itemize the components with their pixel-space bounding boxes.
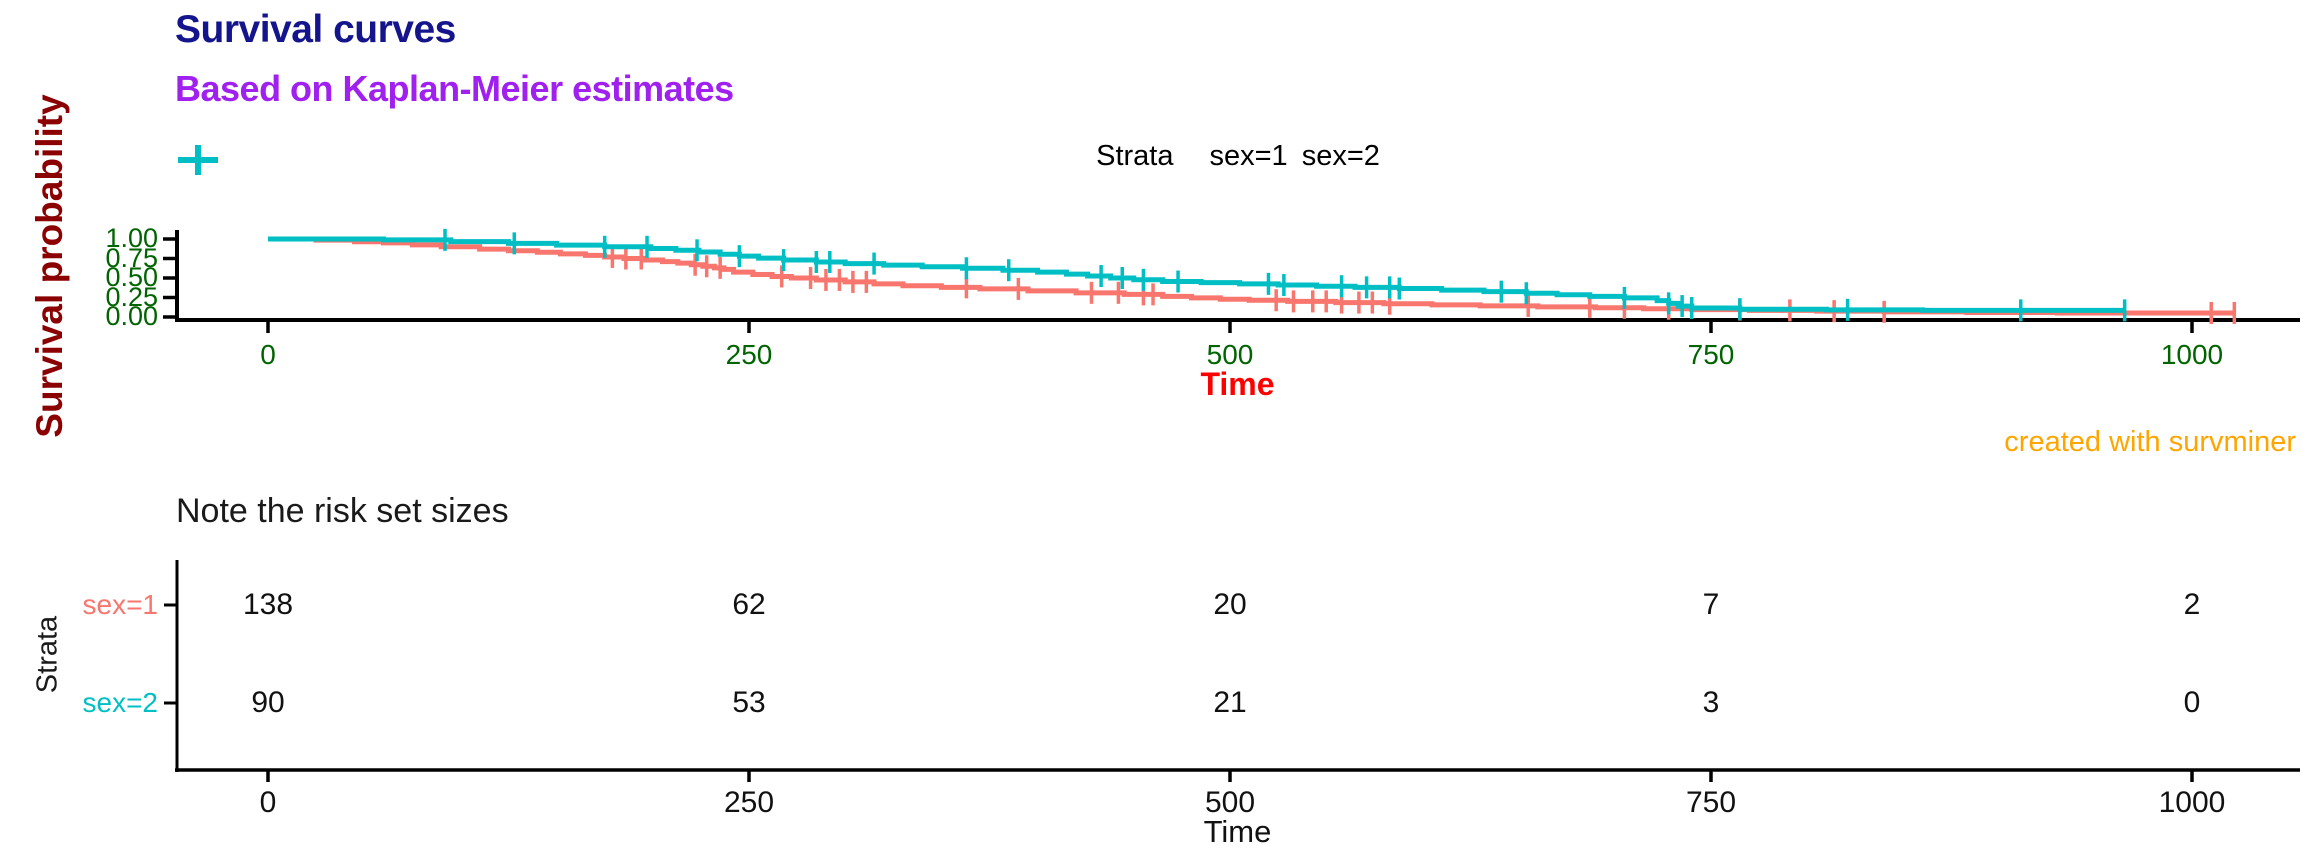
risk-table-title: Note the risk set sizes [176, 492, 509, 530]
km-curve-sex1 [268, 236, 2235, 316]
legend-item-label: sex=1 [1209, 140, 1288, 172]
x-tick-label: 500 [1206, 339, 1254, 370]
legend-item-sex2: sex=2 [178, 140, 1380, 175]
risk-table-x-tick-label: 250 [723, 786, 775, 819]
km-curve-sex2 [268, 236, 2125, 313]
legend: Strata sex=1 sex=2 [175, 140, 2301, 175]
risk-count: 2 [2183, 588, 2201, 621]
y-tick-label: 0.00 [105, 301, 158, 331]
risk-table-x-tick-label: 1000 [2158, 786, 2226, 819]
y-tick-label: 1.00 [105, 223, 158, 253]
censor-plus-icon [178, 145, 218, 175]
legend-item-label: sex=2 [1301, 140, 1380, 172]
risk-count: 138 [242, 588, 294, 621]
x-tick-label: 750 [1687, 339, 1735, 370]
risk-count: 0 [2183, 686, 2201, 719]
plot-title: Survival curves [175, 8, 456, 51]
risk-table-row-label-sex1: sex=1 [82, 589, 159, 620]
risk-count: 90 [251, 686, 285, 719]
risk-table-x-axis-title: Time [1203, 814, 1272, 849]
x-tick-label: 250 [725, 339, 773, 370]
x-axis-title: Time [1200, 366, 1275, 402]
risk-table-axis-title: Strata [31, 615, 64, 694]
risk-count: 53 [732, 686, 766, 719]
risk-count: 7 [1702, 588, 1720, 621]
risk-table-x-tick-label: 0 [259, 786, 277, 819]
x-tick-label: 0 [260, 339, 276, 370]
risk-table-x-tick-label: 750 [1685, 786, 1737, 819]
y-tick-label: 0.75 [105, 242, 158, 273]
risk-count: 3 [1702, 686, 1720, 719]
risk-count: 62 [732, 588, 766, 621]
risk-table-row-label-sex2: sex=2 [82, 687, 159, 718]
x-tick-label: 1000 [2160, 339, 2224, 370]
risk-count: 20 [1213, 588, 1247, 621]
caption: created with survminer [2004, 426, 2296, 458]
y-tick-label: 0.50 [105, 262, 158, 292]
risk-count: 21 [1213, 686, 1247, 719]
y-tick-label: 0.25 [105, 281, 158, 312]
legend-title: Strata [1096, 140, 1174, 172]
plot-subtitle: Based on Kaplan-Meier estimates [175, 68, 734, 109]
risk-table-x-tick-label: 500 [1204, 786, 1256, 819]
